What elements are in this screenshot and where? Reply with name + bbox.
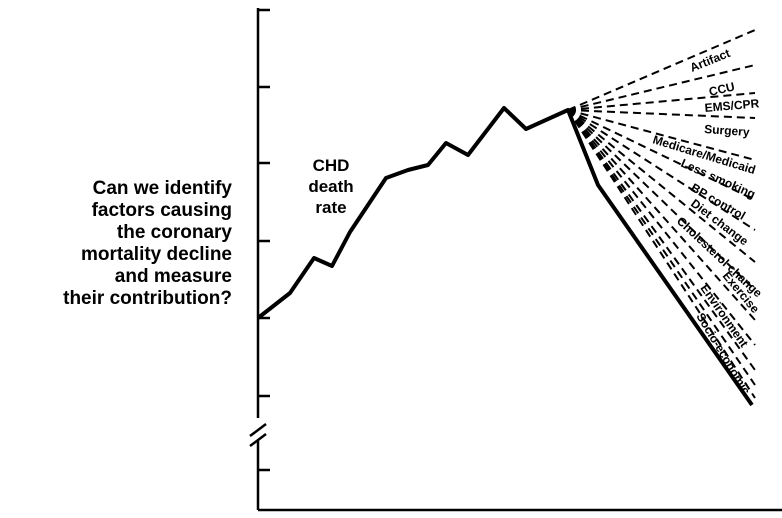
curve-label-line: rate	[315, 198, 346, 217]
factor-line	[567, 109, 756, 263]
factor-line	[567, 109, 756, 231]
factor-line	[567, 109, 756, 346]
factor-line	[567, 109, 756, 291]
factor-line	[567, 109, 756, 321]
curve-label: CHD death rate	[308, 156, 353, 217]
factor-line	[567, 109, 756, 161]
factor-line	[567, 109, 756, 119]
factor-line	[567, 29, 756, 111]
axes	[249, 8, 782, 512]
question-line: Can we identify	[93, 178, 233, 199]
chd-curve	[256, 106, 754, 407]
factor-line	[567, 109, 756, 386]
factor-lines	[567, 29, 756, 399]
question-line: mortality decline	[81, 244, 232, 265]
factor-line	[567, 109, 756, 399]
question-line: the coronary	[117, 222, 233, 243]
factor-line	[567, 64, 756, 111]
factor-label: Surgery	[704, 122, 751, 139]
factor-line	[567, 109, 756, 371]
question-line: and measure	[115, 266, 232, 287]
question-line: factors causing	[92, 200, 232, 221]
factor-line	[567, 92, 756, 111]
factor-label: Artifact	[688, 46, 732, 75]
curve-label-line: death	[308, 177, 353, 196]
factor-label: EMS/CPR	[704, 96, 760, 115]
factor-line	[567, 109, 756, 201]
curve-label-line: CHD	[313, 156, 350, 175]
factor-label: CCU	[708, 79, 736, 98]
axis-break	[249, 423, 267, 437]
axis-break	[249, 433, 267, 447]
question-line: their contribution?	[63, 288, 232, 309]
